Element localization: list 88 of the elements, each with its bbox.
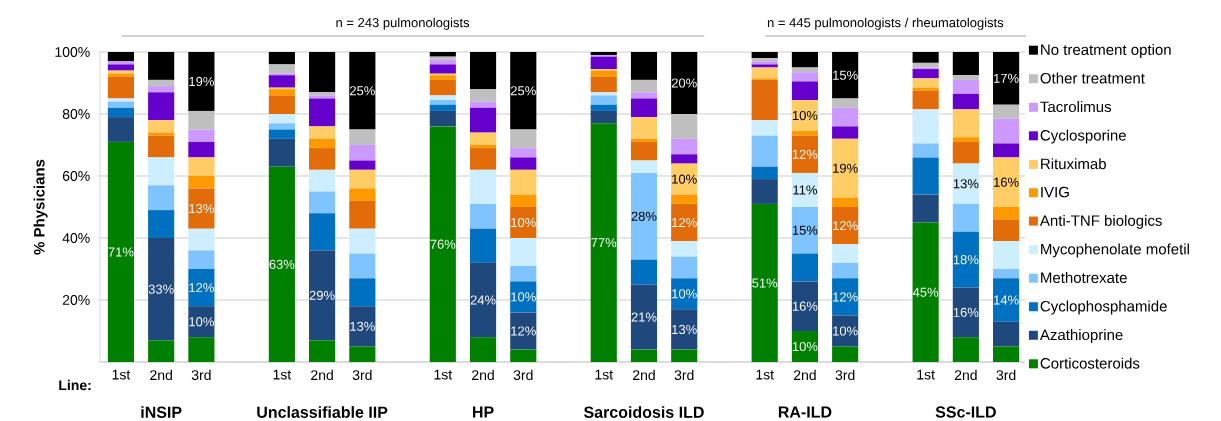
legend-label: Tacrolimus [1040,101,1112,113]
y-tick-label: 60% [62,171,90,181]
legend-label: Other treatment [1040,72,1145,84]
data-label: 16% [994,177,1019,187]
x-tick-label: 3rd [513,369,533,381]
legend-label: Cyclosporine [1040,129,1126,144]
data-label: 24% [470,295,496,305]
x-tick-label: 2nd [633,369,655,381]
data-label: 76% [430,239,456,249]
text: RA-ILD [778,406,832,418]
x-tick-label: 1st [434,369,453,380]
x-tick-label: 2nd [954,369,977,381]
x-tick-label: 3rd [674,369,694,381]
data-label: 19% [833,163,858,173]
data-label: 10% [511,217,536,228]
text: n = 445 pulmonologists / rheumatologists [767,17,1004,30]
data-label: 51% [752,278,778,288]
x-tick-label: 2nd [311,369,333,381]
legend-label: Corticosteroids [1040,357,1140,369]
data-label: 63% [269,259,295,269]
x-tick-label: 1st [595,369,613,380]
text: n = 243 pulmonologists [336,17,470,30]
data-label: 12% [511,326,536,336]
data-label: 45% [912,287,939,297]
data-label: 20% [671,78,697,88]
legend-label: Mycophenolate mofetil [1041,243,1189,258]
data-label: 10% [672,289,697,299]
x-tick-label: 1st [756,369,774,380]
data-label: 17% [994,73,1019,83]
data-label: 10% [672,174,697,184]
data-label: 28% [631,211,657,221]
data-label: 10% [189,317,214,327]
data-label: 14% [994,295,1019,305]
text: Line: [59,379,91,391]
x-tick-label: 1st [917,369,935,380]
x-tick-label: 2nd [472,369,494,381]
y-tick-label: 20% [62,295,90,305]
data-label: 16% [792,301,818,311]
x-tick-label: 2nd [150,369,172,381]
data-label: 71% [108,247,134,257]
text: Unclassifiable IIP [257,406,388,418]
data-label: 29% [309,290,335,300]
legend-label: Rituximab [1041,158,1106,170]
text: iNSIP [141,406,182,418]
data-label: 12% [792,149,818,159]
data-label: 25% [510,86,536,96]
data-label: 19% [189,76,214,87]
data-label: 13% [350,321,375,331]
x-tick-label: 3rd [996,369,1016,381]
data-label: 16% [953,307,979,317]
data-label: 12% [833,221,858,231]
text: Sarcoidosis ILD [583,406,704,418]
data-label: 10% [511,292,536,302]
data-label: 13% [189,203,214,214]
y-axis-title: % Physicians [33,159,48,255]
legend-label: Anti-TNF biologics [1039,214,1162,229]
legend-label: No treatment option [1041,43,1171,58]
data-label: 11% [793,185,817,195]
legend-label: Methotrexate [1041,271,1127,283]
data-label: 12% [833,292,858,302]
data-label: 33% [148,284,174,294]
data-label: 12% [189,283,214,293]
data-label: 13% [672,324,697,335]
x-tick-label: 1st [112,369,131,380]
text: HP [473,406,494,418]
x-tick-label: 3rd [191,369,211,381]
data-label: 10% [833,326,858,336]
x-tick-label: 1st [273,369,292,380]
legend-label: IVIG [1041,186,1069,198]
data-label: 10% [792,110,818,121]
data-label: 13% [953,179,979,189]
legend-label: Cyclophosphamide [1040,300,1167,315]
text: SSc-ILD [935,406,996,418]
y-tick-label: 80% [62,109,90,119]
x-tick-label: 3rd [352,369,372,381]
legend-label: Azathioprine [1039,329,1123,344]
data-label: 15% [833,70,858,80]
y-tick-label: 40% [62,233,90,243]
data-label: 18% [953,255,979,265]
data-label: 25% [349,86,375,96]
x-tick-label: 3rd [835,369,855,381]
y-tick-label: 100% [55,47,90,57]
x-tick-label: 2nd [793,369,816,381]
data-label: 15% [792,225,818,235]
data-label: 21% [631,312,657,322]
data-label: 12% [672,217,697,228]
data-label: 10% [792,341,818,352]
data-label: 77% [591,238,617,248]
